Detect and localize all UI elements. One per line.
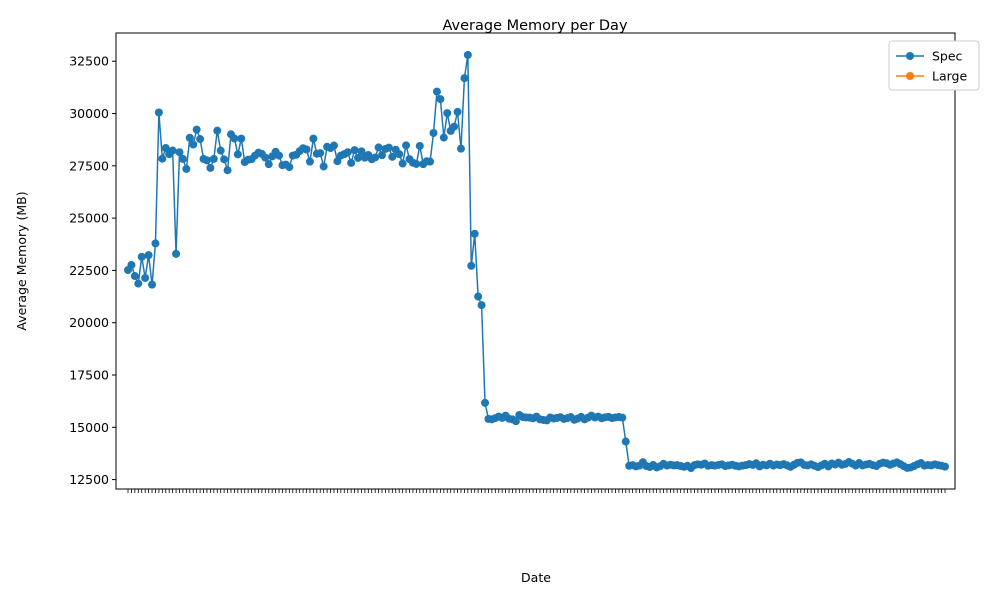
data-point xyxy=(220,155,229,164)
legend: Spec Large xyxy=(888,40,980,91)
x-axis-label: Date xyxy=(521,570,551,585)
y-tick-label: 25000 xyxy=(69,211,109,226)
data-point xyxy=(456,144,465,153)
data-point xyxy=(511,417,520,426)
data-point xyxy=(426,157,435,166)
data-point xyxy=(436,95,445,104)
data-point xyxy=(275,151,284,160)
data-point xyxy=(378,151,387,160)
data-point xyxy=(202,156,211,165)
data-point xyxy=(384,143,393,152)
data-point xyxy=(371,153,380,162)
data-point xyxy=(233,150,242,159)
y-tick-label: 27500 xyxy=(69,158,109,173)
data-point xyxy=(460,74,469,83)
legend-entry-spec: Spec xyxy=(896,49,963,64)
data-point xyxy=(161,144,170,153)
data-point xyxy=(134,279,143,288)
data-point xyxy=(230,134,239,143)
data-point xyxy=(206,163,215,172)
data-point xyxy=(148,280,157,289)
series-layer xyxy=(124,50,949,473)
data-point xyxy=(477,301,486,310)
data-point xyxy=(357,147,366,156)
data-point xyxy=(213,126,222,135)
legend-label-large: Large xyxy=(932,69,967,84)
data-point xyxy=(151,239,160,248)
data-point xyxy=(261,153,270,162)
data-point xyxy=(319,162,328,171)
data-point xyxy=(175,148,184,157)
data-point xyxy=(412,159,421,168)
data-point xyxy=(185,133,194,142)
y-tick-label: 17500 xyxy=(69,368,109,383)
data-point xyxy=(443,109,452,118)
legend-label-spec: Spec xyxy=(932,49,963,64)
data-point xyxy=(395,150,404,159)
data-point xyxy=(178,154,187,163)
data-point xyxy=(398,159,407,168)
y-tick-label: 15000 xyxy=(69,420,109,435)
y-tick-label: 30000 xyxy=(69,106,109,121)
data-point xyxy=(144,251,153,260)
data-point xyxy=(453,107,462,116)
data-point xyxy=(467,261,476,270)
data-point xyxy=(474,292,483,301)
y-axis: 12500 15000 17500 20000 22500 25000 27500 30000… xyxy=(69,54,116,487)
data-point xyxy=(329,141,338,150)
data-point xyxy=(264,160,273,169)
data-point xyxy=(302,145,311,154)
data-point xyxy=(941,462,949,471)
y-tick-label: 22500 xyxy=(69,263,109,278)
data-point xyxy=(182,164,191,173)
data-point xyxy=(450,122,459,131)
y-tick-label: 20000 xyxy=(69,315,109,330)
data-point xyxy=(621,437,630,446)
data-point xyxy=(223,166,232,175)
data-point xyxy=(439,133,448,142)
legend-marker-large xyxy=(906,72,914,80)
data-point xyxy=(216,146,225,155)
data-point xyxy=(189,140,198,149)
data-point xyxy=(432,87,441,96)
data-point xyxy=(415,141,424,150)
data-point xyxy=(354,153,362,162)
data-point xyxy=(470,229,479,238)
y-axis-label: Average Memory (MB) xyxy=(14,191,29,330)
data-point xyxy=(154,108,163,117)
data-point xyxy=(463,50,472,59)
data-point xyxy=(481,398,490,407)
data-point xyxy=(343,148,352,157)
data-point xyxy=(192,125,201,134)
legend-entry-large: Large xyxy=(896,69,967,84)
data-point xyxy=(196,135,205,144)
data-point xyxy=(402,141,411,150)
data-point xyxy=(137,252,146,261)
data-point xyxy=(347,158,356,167)
data-point xyxy=(237,134,246,143)
legend-marker-spec xyxy=(906,52,914,60)
data-point xyxy=(141,273,150,282)
data-point xyxy=(305,157,314,166)
data-point xyxy=(127,260,136,269)
data-point xyxy=(350,146,359,155)
data-point xyxy=(158,154,167,163)
data-point xyxy=(172,249,181,258)
chart-title: Average Memory per Day xyxy=(442,18,627,34)
data-point xyxy=(316,149,325,158)
y-tick-label: 12500 xyxy=(69,472,109,487)
y-tick-label: 32500 xyxy=(69,54,109,69)
data-point xyxy=(388,152,397,161)
data-point xyxy=(309,134,318,143)
data-point xyxy=(168,146,177,155)
data-point xyxy=(374,143,383,152)
data-point xyxy=(618,413,627,422)
data-point xyxy=(285,163,294,172)
data-point xyxy=(209,154,218,163)
data-point xyxy=(130,272,139,281)
data-point xyxy=(429,128,438,137)
x-axis xyxy=(127,489,946,493)
